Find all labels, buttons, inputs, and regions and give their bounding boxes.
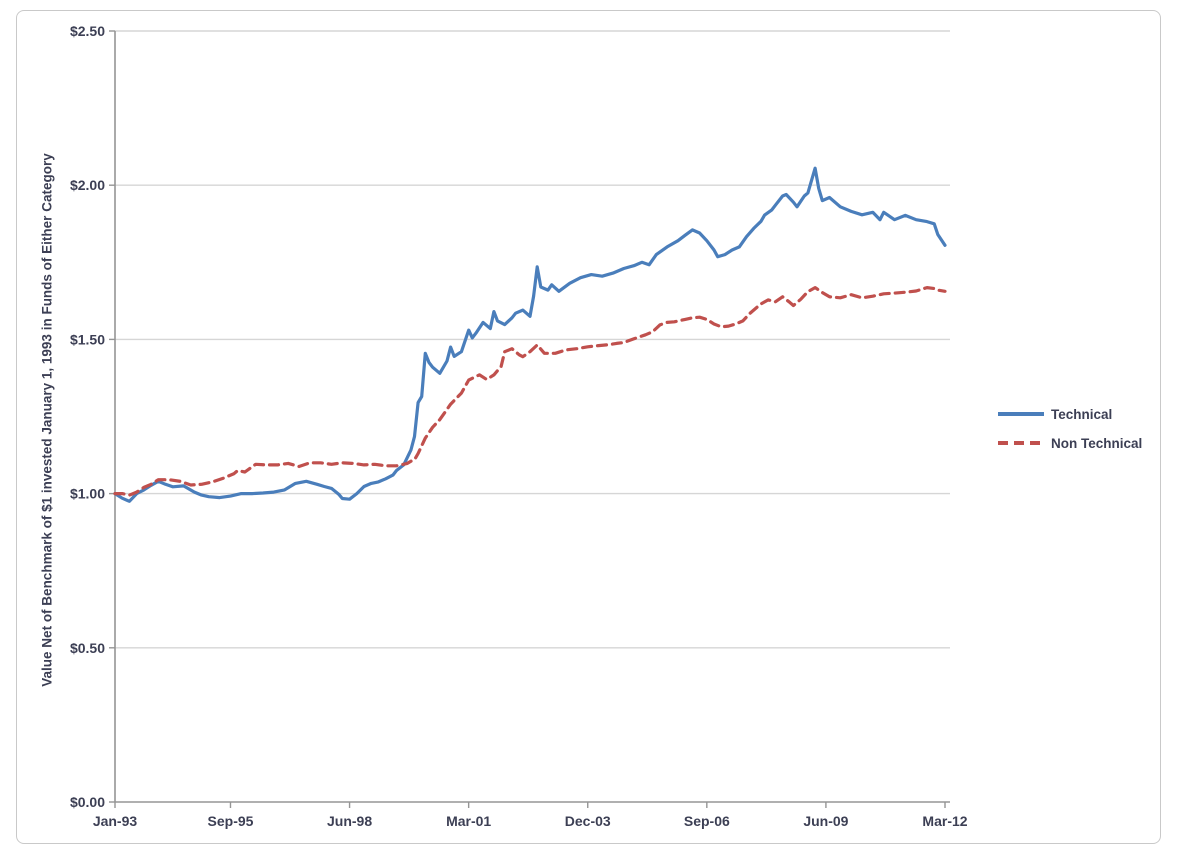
x-tick-label: Sep-95	[208, 813, 254, 829]
legend-entry-technical: Technical	[998, 403, 1142, 425]
technical-line-marker-icon	[998, 412, 1044, 416]
x-tick-label: Sep-06	[684, 813, 730, 829]
y-tick-label: $2.00	[70, 177, 105, 193]
x-tick-label: Dec-03	[565, 813, 611, 829]
y-tick-label: $2.50	[70, 23, 105, 39]
series-line-non-technical	[113, 286, 947, 497]
x-tick-label: Jan-93	[93, 813, 138, 829]
x-tick-label: Jun-09	[803, 813, 848, 829]
legend-entry-non-technical: Non Technical	[998, 432, 1142, 454]
legend-label-technical: Technical	[1051, 406, 1113, 422]
legend-label-non-technical: Non Technical	[1051, 435, 1143, 451]
x-tick-label: Mar-12	[922, 813, 967, 829]
non-technical-line-marker-icon	[998, 441, 1044, 445]
y-axis-title: Value Net of Benchmark of $1 invested Ja…	[39, 153, 55, 687]
y-tick-label: $0.00	[70, 794, 105, 810]
series-line-technical	[113, 166, 947, 503]
chart-frame	[16, 10, 1161, 844]
y-tick-label: $0.50	[70, 640, 105, 656]
y-tick-label: $1.50	[70, 331, 105, 347]
x-tick-label: Jun-98	[327, 813, 372, 829]
x-tick-label: Mar-01	[446, 813, 491, 829]
y-tick-label: $1.00	[70, 486, 105, 502]
chart-legend: Technical Non Technical	[998, 403, 1142, 461]
